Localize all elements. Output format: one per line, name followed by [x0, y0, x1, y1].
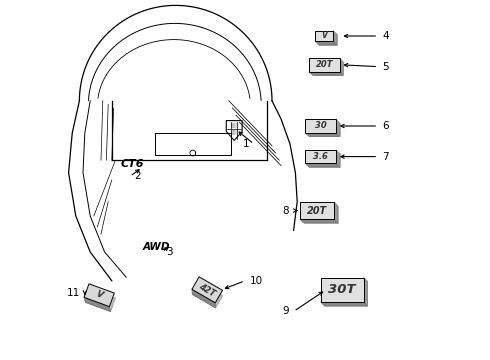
Polygon shape: [309, 153, 340, 167]
Polygon shape: [192, 282, 223, 308]
Text: 3: 3: [167, 247, 173, 257]
Polygon shape: [192, 289, 216, 308]
Polygon shape: [305, 163, 340, 167]
Text: 42T: 42T: [197, 282, 217, 298]
Text: 9: 9: [283, 306, 289, 316]
Polygon shape: [364, 278, 368, 306]
Text: 3.6: 3.6: [313, 152, 328, 161]
Polygon shape: [320, 302, 368, 306]
Polygon shape: [85, 289, 116, 312]
Text: 6: 6: [383, 121, 389, 131]
Text: V: V: [321, 31, 327, 40]
Polygon shape: [305, 119, 336, 133]
Text: 2: 2: [134, 171, 141, 181]
Polygon shape: [334, 202, 338, 223]
Polygon shape: [315, 41, 337, 45]
Polygon shape: [336, 150, 340, 167]
Text: 20T: 20T: [307, 206, 327, 216]
Text: 10: 10: [249, 276, 263, 286]
Polygon shape: [313, 62, 343, 75]
Polygon shape: [84, 284, 114, 307]
Text: 1: 1: [243, 139, 250, 149]
Polygon shape: [84, 297, 111, 312]
Polygon shape: [309, 72, 343, 75]
Text: 5: 5: [383, 62, 389, 72]
Polygon shape: [309, 58, 340, 72]
Polygon shape: [336, 119, 340, 136]
Polygon shape: [305, 150, 336, 163]
Polygon shape: [300, 202, 334, 219]
Text: 7: 7: [383, 152, 389, 162]
Polygon shape: [192, 277, 222, 303]
Polygon shape: [309, 123, 340, 136]
Polygon shape: [300, 219, 338, 223]
Polygon shape: [320, 278, 364, 302]
Text: CT6: CT6: [121, 159, 144, 169]
Polygon shape: [305, 133, 340, 136]
Polygon shape: [324, 281, 368, 306]
Text: 8: 8: [283, 206, 289, 216]
Text: AWD: AWD: [143, 242, 171, 252]
Polygon shape: [315, 31, 333, 41]
Polygon shape: [303, 206, 338, 223]
Text: V: V: [95, 290, 104, 301]
Text: 20T: 20T: [316, 60, 333, 69]
Polygon shape: [319, 34, 337, 45]
Polygon shape: [340, 58, 343, 75]
Text: 30T: 30T: [328, 283, 356, 296]
Text: 11: 11: [67, 288, 80, 298]
Text: 4: 4: [383, 31, 389, 41]
Text: 30: 30: [315, 122, 326, 130]
Polygon shape: [333, 31, 337, 45]
